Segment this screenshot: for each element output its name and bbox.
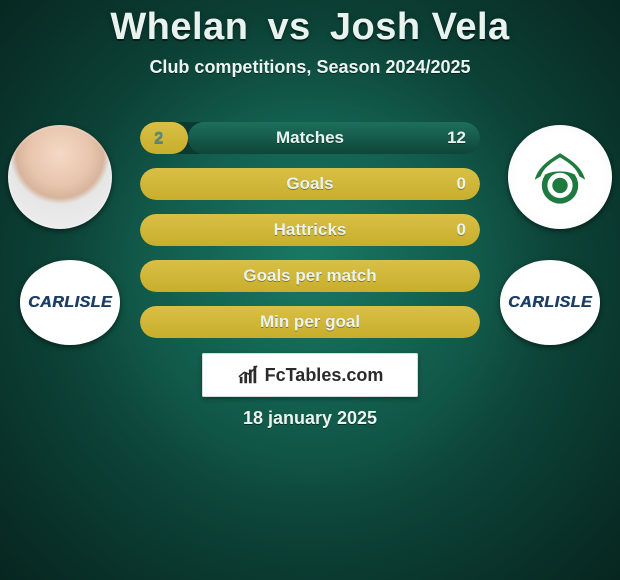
stat-bar: Goals0 xyxy=(140,168,480,200)
stat-bar-left-fill xyxy=(140,306,480,338)
subtitle: Club competitions, Season 2024/2025 xyxy=(0,57,620,78)
stat-bar-right-fill xyxy=(188,122,480,154)
stat-bars: Matches212 Goals0 Hattricks0 Goals per matc… xyxy=(140,122,480,338)
stat-bar: Goals per match xyxy=(140,260,480,292)
brand-badge[interactable]: FcTables.com xyxy=(202,353,418,397)
eagle-icon xyxy=(525,141,595,211)
title-player1: Whelan xyxy=(110,6,248,48)
stat-bar-left-fill xyxy=(140,168,480,200)
player2-club-badge: Carlisle xyxy=(500,260,600,345)
chart-icon xyxy=(237,364,259,386)
stat-bar-left-fill xyxy=(140,260,480,292)
player2-avatar xyxy=(508,125,612,229)
stat-bar: Hattricks0 xyxy=(140,214,480,246)
player1-club-label: Carlisle xyxy=(28,294,112,312)
stat-bar: Matches212 xyxy=(140,122,480,154)
brand-text: FcTables.com xyxy=(265,365,384,386)
stat-bar-left-fill xyxy=(140,214,480,246)
title-player2: Josh Vela xyxy=(330,6,510,48)
page-title: Whelan vs Josh Vela xyxy=(0,0,620,49)
stat-bar-left-fill xyxy=(140,122,188,154)
player2-club-label: Carlisle xyxy=(508,294,592,312)
player1-avatar xyxy=(8,125,112,229)
stat-bar: Min per goal xyxy=(140,306,480,338)
player1-club-badge: Carlisle xyxy=(20,260,120,345)
title-vs: vs xyxy=(268,6,311,48)
date: 18 january 2025 xyxy=(0,408,620,429)
